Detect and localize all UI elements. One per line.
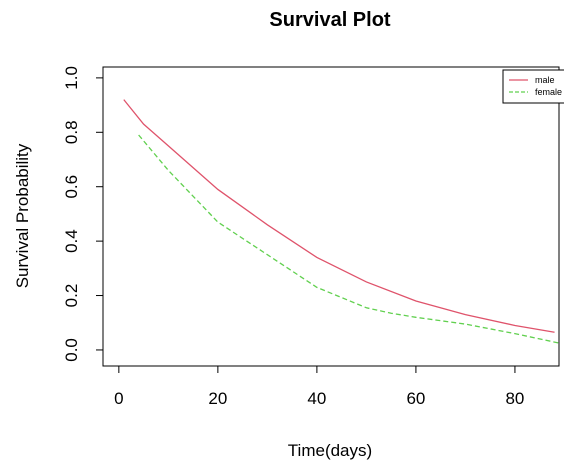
x-tick-label: 40 xyxy=(307,389,326,408)
plot-area xyxy=(123,99,559,344)
legend-label: female xyxy=(535,87,562,97)
x-tick-label: 60 xyxy=(406,389,425,408)
x-axis-label: Time(days) xyxy=(288,441,372,460)
legend-box xyxy=(502,69,564,104)
y-tick-label: 0.2 xyxy=(62,284,81,308)
y-tick-label: 1.0 xyxy=(62,66,81,90)
plot-box xyxy=(102,66,560,367)
y-tick-label: 0.0 xyxy=(62,338,81,362)
y-tick-label: 0.4 xyxy=(62,229,81,253)
x-tick-label: 20 xyxy=(208,389,227,408)
y-tick-label: 0.6 xyxy=(62,175,81,199)
x-tick-label: 80 xyxy=(505,389,524,408)
y-tick-label: 0.8 xyxy=(62,120,81,144)
survival-line xyxy=(138,134,559,344)
chart-title: Survival Plot xyxy=(269,9,390,31)
legend-label: male xyxy=(535,75,555,85)
y-axis-label: Survival Probability xyxy=(13,143,32,288)
x-tick-label: 0 xyxy=(114,389,123,408)
survival-line xyxy=(123,99,555,333)
